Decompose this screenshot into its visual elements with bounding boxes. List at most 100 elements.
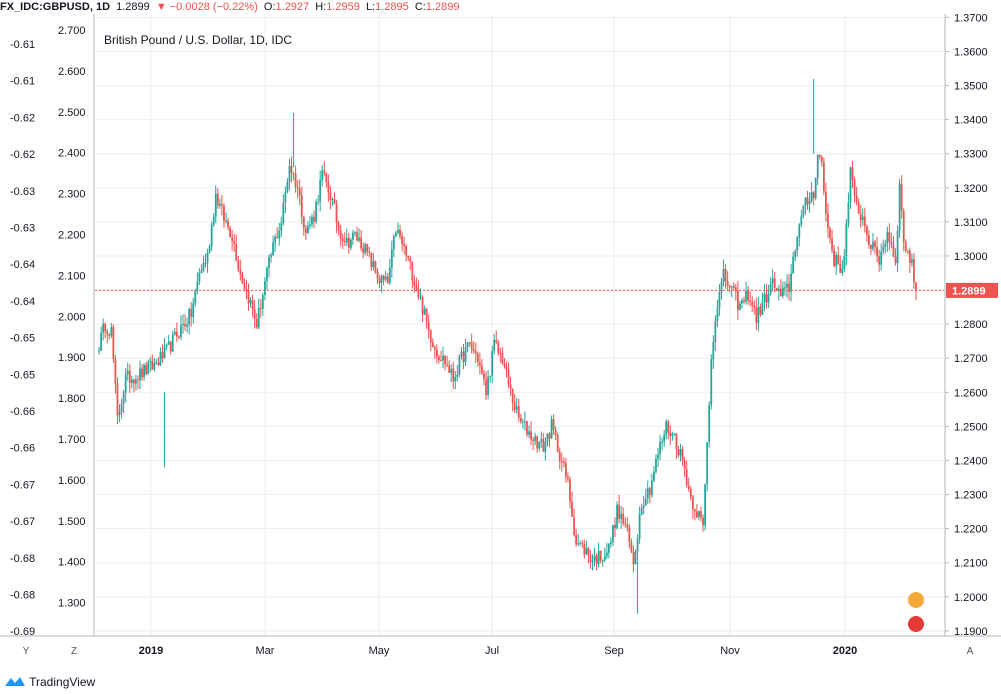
- candle-body: [534, 436, 537, 441]
- candle-body: [601, 560, 604, 562]
- candle-body: [913, 259, 915, 283]
- candle-body: [139, 368, 141, 381]
- candle-body: [550, 419, 553, 439]
- candle-body: [458, 355, 461, 375]
- candle-body: [655, 458, 657, 472]
- event-markers[interactable]: [908, 592, 924, 632]
- candle-body: [728, 286, 731, 288]
- candle-body: [710, 359, 713, 406]
- left-tick-label: -0.63: [10, 186, 35, 198]
- uk-flag-icon[interactable]: [908, 592, 924, 608]
- candle-body: [876, 247, 878, 257]
- candle-body: [638, 514, 641, 539]
- candle-body: [603, 556, 606, 561]
- candle-body: [700, 511, 702, 518]
- candle-body: [399, 229, 401, 237]
- candle-body: [878, 256, 881, 265]
- candle-body: [757, 306, 760, 323]
- candle-body: [192, 303, 195, 317]
- candle-body: [517, 406, 520, 418]
- candle-body: [706, 442, 709, 485]
- candle-body: [481, 365, 483, 374]
- candle-body: [272, 242, 274, 255]
- candle-body: [552, 419, 555, 430]
- grid-lines: [95, 14, 944, 636]
- candle-body: [276, 236, 279, 239]
- candle-body: [915, 282, 917, 291]
- candle-body: [485, 379, 487, 396]
- inner-tick-label: 2.000: [58, 311, 86, 323]
- candle-body: [605, 552, 608, 557]
- auto-scale-button[interactable]: A: [966, 646, 974, 657]
- candle-body: [462, 351, 465, 363]
- candle-body: [585, 548, 588, 555]
- candle-body: [642, 505, 645, 509]
- tradingview-brand[interactable]: TradingView: [4, 675, 95, 689]
- candle-body: [173, 331, 176, 335]
- candle-body: [186, 324, 188, 327]
- candle-body: [575, 534, 578, 545]
- candle-body: [906, 250, 909, 252]
- candle-body: [716, 308, 719, 321]
- candle-body: [345, 237, 348, 243]
- candle-body: [730, 286, 733, 288]
- candle-body: [616, 504, 618, 529]
- candle-body: [722, 269, 725, 282]
- candle-body: [370, 252, 373, 268]
- log-scale-button[interactable]: Y: [22, 646, 30, 657]
- candle-body: [661, 441, 664, 443]
- candle-body: [569, 479, 571, 502]
- candle-body: [98, 350, 100, 352]
- last-price-badge-text: 1.2899: [952, 285, 986, 297]
- candle-body: [194, 290, 197, 304]
- candle-body: [153, 363, 156, 370]
- candle-body: [329, 192, 332, 200]
- candle-body: [900, 183, 903, 211]
- price-axis[interactable]: 1.3700 1.3600 1.3500 1.3400 1.3300 1.3200 1.31…: [945, 14, 988, 638]
- candle-body: [175, 331, 178, 337]
- last-price: 1.2899: [116, 1, 150, 13]
- candle-body: [868, 235, 870, 245]
- candle-body: [122, 392, 125, 404]
- inner-tick-label: 2.200: [58, 230, 86, 242]
- candle-body: [653, 471, 655, 481]
- candle-body: [321, 170, 324, 181]
- candle-body: [243, 283, 246, 290]
- candle-body: [438, 356, 440, 360]
- us-flag-icon[interactable]: [908, 616, 924, 632]
- open-value: 1.2927: [275, 1, 310, 13]
- candle-body: [790, 273, 793, 292]
- candle-body: [157, 362, 160, 366]
- price-chart[interactable]: -0.61 -0.61 -0.62 -0.62 -0.63 -0.63 -0.64 -0.64…: [0, 14, 1001, 672]
- candle-body: [833, 249, 835, 267]
- symbol-name[interactable]: FX_IDC:GBPUSD, 1D: [0, 1, 111, 13]
- candle-body: [495, 340, 498, 343]
- candle-body: [218, 204, 221, 206]
- candle-body: [812, 192, 815, 198]
- candle-body: [724, 269, 727, 282]
- candle-body: [810, 192, 813, 201]
- last-price-badge: 1.2899: [946, 282, 998, 298]
- time-axis[interactable]: 2019 Mar May Jul Sep Nov 2020: [139, 645, 857, 657]
- candle-body: [165, 344, 168, 347]
- candle-body: [456, 374, 459, 377]
- candle-body: [720, 281, 723, 293]
- zoom-button[interactable]: Z: [70, 646, 78, 657]
- inner-axis[interactable]: 2.700 2.600 2.500 2.400 2.300 2.200 2.100 2.000…: [58, 25, 86, 610]
- candle-body: [784, 287, 786, 289]
- candle-body: [771, 278, 774, 284]
- candle-body: [835, 255, 838, 267]
- candle-body: [104, 324, 107, 332]
- candle-body: [659, 441, 661, 455]
- candle-body: [773, 278, 776, 288]
- candle-body: [319, 180, 322, 202]
- candle-body: [743, 300, 745, 302]
- candle-body: [890, 241, 893, 245]
- candle-body: [861, 216, 864, 221]
- candle-body: [315, 201, 317, 222]
- candle-body: [528, 431, 530, 435]
- candle-body: [853, 179, 856, 196]
- candle-body: [863, 216, 866, 227]
- left-axis[interactable]: -0.61 -0.61 -0.62 -0.62 -0.63 -0.63 -0.64 -0.64…: [10, 39, 35, 638]
- price-tick-label: 1.3500: [954, 81, 988, 93]
